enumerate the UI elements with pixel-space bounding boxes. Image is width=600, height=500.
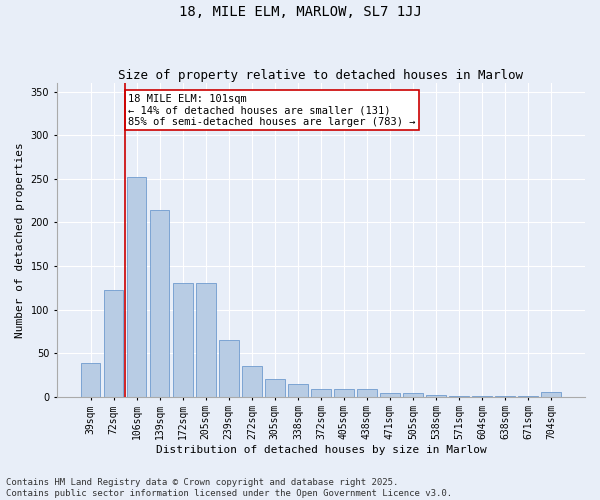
- Bar: [288, 384, 308, 396]
- Bar: [426, 395, 446, 396]
- Bar: [127, 177, 146, 396]
- Text: 18, MILE ELM, MARLOW, SL7 1JJ: 18, MILE ELM, MARLOW, SL7 1JJ: [179, 5, 421, 19]
- Text: Contains HM Land Registry data © Crown copyright and database right 2025.
Contai: Contains HM Land Registry data © Crown c…: [6, 478, 452, 498]
- Text: 18 MILE ELM: 101sqm
← 14% of detached houses are smaller (131)
85% of semi-detac: 18 MILE ELM: 101sqm ← 14% of detached ho…: [128, 94, 415, 127]
- Bar: [541, 392, 561, 396]
- Y-axis label: Number of detached properties: Number of detached properties: [15, 142, 25, 338]
- Bar: [357, 388, 377, 396]
- Bar: [380, 393, 400, 396]
- Bar: [334, 388, 354, 396]
- Bar: [403, 393, 423, 396]
- Bar: [196, 284, 215, 397]
- Bar: [81, 362, 100, 396]
- Bar: [104, 290, 124, 397]
- Bar: [265, 379, 284, 396]
- Bar: [311, 388, 331, 396]
- Title: Size of property relative to detached houses in Marlow: Size of property relative to detached ho…: [118, 69, 523, 82]
- Bar: [219, 340, 239, 396]
- Bar: [242, 366, 262, 396]
- Bar: [150, 210, 169, 396]
- X-axis label: Distribution of detached houses by size in Marlow: Distribution of detached houses by size …: [155, 445, 486, 455]
- Bar: [173, 284, 193, 397]
